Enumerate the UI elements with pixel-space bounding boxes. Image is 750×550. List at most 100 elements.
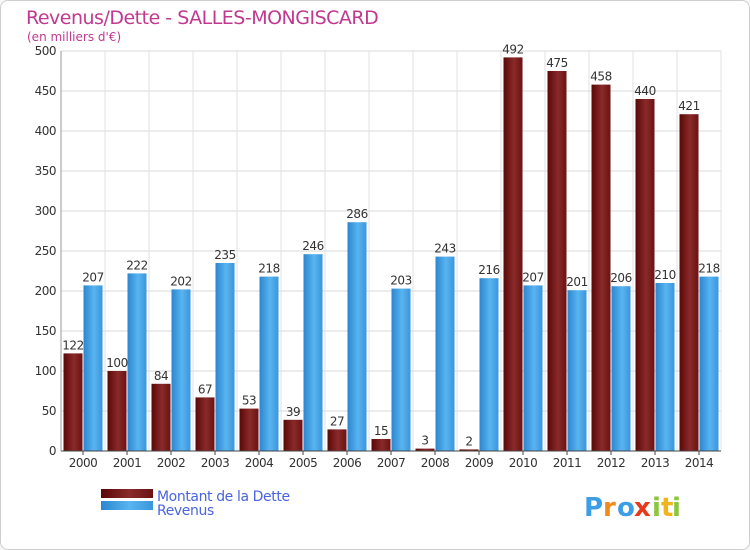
legend-swatch-gap [101, 498, 153, 501]
revenus-value-label: 207 [82, 270, 103, 284]
revenus-bar [259, 276, 279, 451]
legend-swatch-debt [101, 489, 153, 498]
chart-title: Revenus/Dette - SALLES-MONGISCARD [26, 7, 378, 29]
debt-value-label: 53 [242, 394, 256, 408]
debt-bar [239, 408, 259, 451]
y-tick-label: 50 [42, 404, 56, 418]
debt-value-label: 458 [590, 70, 611, 84]
y-axis-ticks: 0 50 100 150 200 250 300 350 400 450 500 [35, 44, 57, 458]
x-tick-label: 2010 [509, 456, 538, 470]
x-tick-label: 2003 [201, 456, 230, 470]
debt-value-label: 67 [198, 382, 212, 396]
x-axis-ticks: 2000 2001 2002 2003 2004 2005 2006 2007 2008 2009… [69, 451, 714, 470]
debt-value-label: 39 [286, 405, 300, 419]
legend: Montant de la Dette Revenus [101, 489, 290, 519]
debt-value-label: 122 [62, 338, 83, 352]
legend-swatch-revenus [101, 501, 153, 510]
bars [63, 57, 719, 452]
revenus-value-label: 216 [478, 263, 499, 277]
logo-letter: r [603, 493, 616, 523]
debt-bar [459, 449, 479, 451]
revenus-bar [655, 283, 675, 451]
debt-value-label: 84 [154, 369, 168, 383]
legend-label-debt: Montant de la Dette [157, 489, 290, 505]
x-tick-label: 2001 [113, 456, 142, 470]
revenus-value-label: 218 [698, 262, 719, 276]
revenus-bar [567, 290, 587, 451]
x-tick-label: 2014 [685, 456, 714, 470]
revenus-value-label: 246 [302, 239, 323, 253]
revenus-value-label: 243 [434, 242, 455, 256]
debt-value-label: 3 [421, 434, 428, 448]
debt-bar [415, 448, 435, 451]
revenus-value-label: 210 [654, 268, 675, 282]
debt-bar [503, 57, 523, 452]
y-tick-label: 250 [35, 244, 56, 258]
chart-subtitle: (en milliers d'€) [27, 30, 121, 44]
debt-bar [151, 383, 171, 451]
revenus-bar [83, 285, 103, 451]
revenus-value-label: 286 [346, 207, 367, 221]
debt-bar [283, 419, 303, 451]
x-tick-label: 2004 [245, 456, 274, 470]
legend-label-revenus: Revenus [157, 503, 214, 519]
debt-value-label: 15 [374, 424, 388, 438]
revenus-value-label: 203 [390, 274, 411, 288]
debt-value-label: 492 [502, 42, 523, 56]
revenus-value-label: 222 [126, 258, 147, 272]
revenus-bar [699, 276, 719, 451]
revenus-bar [215, 263, 235, 451]
x-tick-label: 2013 [641, 456, 670, 470]
y-tick-label: 500 [35, 44, 56, 58]
debt-value-label: 421 [678, 99, 699, 113]
revenus-value-label: 206 [610, 271, 631, 285]
revenus-bar [303, 254, 323, 451]
x-tick-label: 2008 [421, 456, 450, 470]
x-tick-label: 2006 [333, 456, 362, 470]
debt-bar [327, 429, 347, 451]
x-tick-label: 2009 [465, 456, 494, 470]
x-tick-label: 2005 [289, 456, 318, 470]
revenus-value-label: 235 [214, 248, 235, 262]
y-tick-label: 350 [35, 164, 56, 178]
logo-letter: x [634, 493, 651, 523]
revenus-bar [479, 278, 499, 451]
revenus-bar [435, 256, 455, 451]
revenus-bar [611, 286, 631, 451]
y-tick-label: 150 [35, 324, 56, 338]
debt-bar [107, 371, 127, 451]
y-tick-label: 300 [35, 204, 56, 218]
debt-bar [195, 397, 215, 451]
y-tick-label: 450 [35, 84, 56, 98]
logo-letter: o [617, 493, 635, 523]
debt-value-label: 100 [106, 356, 127, 370]
logo-letter: i [652, 493, 661, 523]
logo-letter: t [661, 493, 673, 523]
y-tick-label: 400 [35, 124, 56, 138]
x-tick-label: 2012 [597, 456, 626, 470]
logo-letter: i [672, 493, 681, 523]
x-tick-label: 2002 [157, 456, 186, 470]
x-tick-label: 2000 [69, 456, 98, 470]
debt-value-label: 2 [465, 434, 472, 448]
y-tick-label: 0 [49, 444, 56, 458]
debt-value-label: 475 [546, 56, 567, 70]
debt-value-label: 440 [634, 84, 655, 98]
x-tick-label: 2011 [553, 456, 582, 470]
debt-bar [679, 114, 699, 451]
logo-letter: P [584, 493, 603, 523]
data-labels: 122 207 100 222 84 202 67 235 53 218 39 246 27 286 15 2… [62, 42, 720, 448]
revenus-value-label: 201 [566, 275, 587, 289]
revenus-bar [127, 273, 147, 451]
debt-value-label: 27 [330, 414, 344, 428]
revenus-value-label: 218 [258, 262, 279, 276]
debt-bar [591, 84, 611, 451]
debt-bar [63, 353, 83, 451]
grid [60, 50, 722, 451]
x-tick-label: 2007 [377, 456, 406, 470]
debt-bar [371, 439, 391, 451]
revenus-bar [523, 285, 543, 451]
